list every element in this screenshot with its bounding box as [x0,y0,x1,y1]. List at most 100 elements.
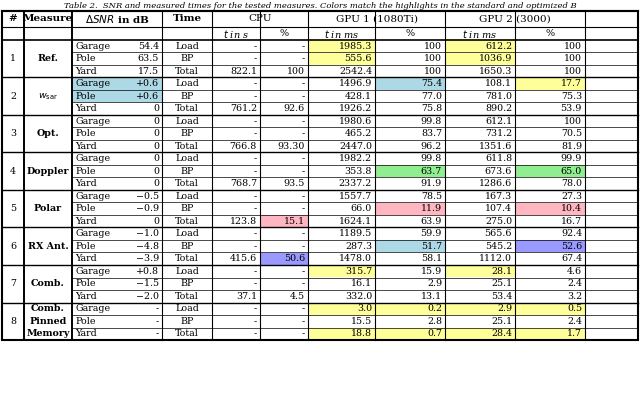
Text: -: - [301,192,305,201]
Text: 612.2: 612.2 [485,42,512,51]
Text: 1982.2: 1982.2 [339,154,372,163]
Bar [375,78,445,90]
Text: 58.1: 58.1 [421,254,442,263]
Text: 67.4: 67.4 [561,254,582,263]
Text: 1557.7: 1557.7 [339,192,372,201]
Text: Pole: Pole [75,92,95,101]
Text: Load: Load [175,79,199,88]
Text: Yard: Yard [75,292,97,301]
Text: BP: BP [180,242,194,251]
Bar [445,265,515,277]
Text: 0.5: 0.5 [567,304,582,313]
Text: 2.9: 2.9 [497,304,512,313]
Text: 1926.2: 1926.2 [339,104,372,113]
Text: 545.2: 545.2 [484,242,512,251]
Text: 15.9: 15.9 [420,267,442,276]
Text: RX Ant.: RX Ant. [28,242,68,251]
Text: Load: Load [175,267,199,276]
Text: BP: BP [180,129,194,138]
Text: 8: 8 [10,317,16,326]
Text: -: - [156,304,159,313]
Text: 565.6: 565.6 [484,229,512,238]
Bar [260,215,308,227]
Text: 99.9: 99.9 [561,154,582,163]
Text: 465.2: 465.2 [345,129,372,138]
Bar [260,253,308,265]
Text: 107.4: 107.4 [485,204,512,213]
Bar [308,328,374,340]
Text: Load: Load [175,304,199,313]
Text: 100: 100 [424,54,442,63]
Text: 16.7: 16.7 [561,217,582,226]
Text: 0: 0 [153,142,159,151]
Text: 0.2: 0.2 [427,304,442,313]
Bar [72,90,162,102]
Text: -: - [301,54,305,63]
Text: Yard: Yard [75,104,97,113]
Text: Time: Time [172,14,202,23]
Text: -: - [253,192,257,201]
Text: Yard: Yard [75,142,97,151]
Bar [375,328,445,340]
Text: 83.7: 83.7 [421,129,442,138]
Text: 3.0: 3.0 [357,304,372,313]
Text: -: - [301,279,305,288]
Text: 11.9: 11.9 [421,204,442,213]
Text: Pole: Pole [75,204,95,213]
Text: 15.5: 15.5 [351,317,372,326]
Text: -: - [301,204,305,213]
Text: Total: Total [175,292,199,301]
Text: -: - [301,304,305,313]
Text: 16.1: 16.1 [351,279,372,288]
Text: 3: 3 [10,129,16,138]
Text: 1624.1: 1624.1 [339,217,372,226]
Text: 2.8: 2.8 [427,317,442,326]
Text: -: - [253,204,257,213]
Text: 27.3: 27.3 [561,192,582,201]
Text: 1980.6: 1980.6 [339,117,372,126]
Text: 53.9: 53.9 [561,104,582,113]
Text: 315.7: 315.7 [345,267,372,276]
Bar [445,40,515,52]
Text: Polar: Polar [34,204,62,213]
Text: -: - [301,167,305,176]
Text: 1650.3: 1650.3 [479,67,512,76]
Text: -: - [301,317,305,326]
Text: Yard: Yard [75,254,97,263]
Text: 63.5: 63.5 [138,54,159,63]
Text: Load: Load [175,192,199,201]
Text: 1496.9: 1496.9 [339,79,372,88]
Text: Garage: Garage [75,192,110,201]
Text: +0.6: +0.6 [136,79,159,88]
Text: 92.4: 92.4 [561,229,582,238]
Text: -: - [253,154,257,163]
Text: -: - [253,267,257,276]
Text: 93.5: 93.5 [284,179,305,188]
Bar [515,240,585,252]
Text: -: - [253,79,257,88]
Text: Opt.: Opt. [36,129,60,138]
Text: -: - [301,117,305,126]
Text: 78.5: 78.5 [421,192,442,201]
Text: 1: 1 [10,54,16,63]
Bar [515,203,585,215]
Text: -: - [253,92,257,101]
Text: 2337.2: 2337.2 [339,179,372,188]
Text: 555.6: 555.6 [344,54,372,63]
Text: 15.1: 15.1 [284,217,305,226]
Text: 7: 7 [10,279,16,288]
Text: Load: Load [175,229,199,238]
Text: Table 2.  SNR and measured times for the tested measures. Colors match the highl: Table 2. SNR and measured times for the … [64,2,576,10]
Text: 1112.0: 1112.0 [479,254,512,263]
Text: +0.6: +0.6 [136,92,159,101]
Bar [308,53,374,65]
Text: 100: 100 [564,54,582,63]
Text: 28.1: 28.1 [491,267,512,276]
Text: 75.4: 75.4 [421,79,442,88]
Text: 81.9: 81.9 [561,142,582,151]
Text: Total: Total [175,142,199,151]
Text: 50.6: 50.6 [284,254,305,263]
Text: BP: BP [180,279,194,288]
Text: 28.4: 28.4 [491,329,512,338]
Text: 99.8: 99.8 [420,154,442,163]
